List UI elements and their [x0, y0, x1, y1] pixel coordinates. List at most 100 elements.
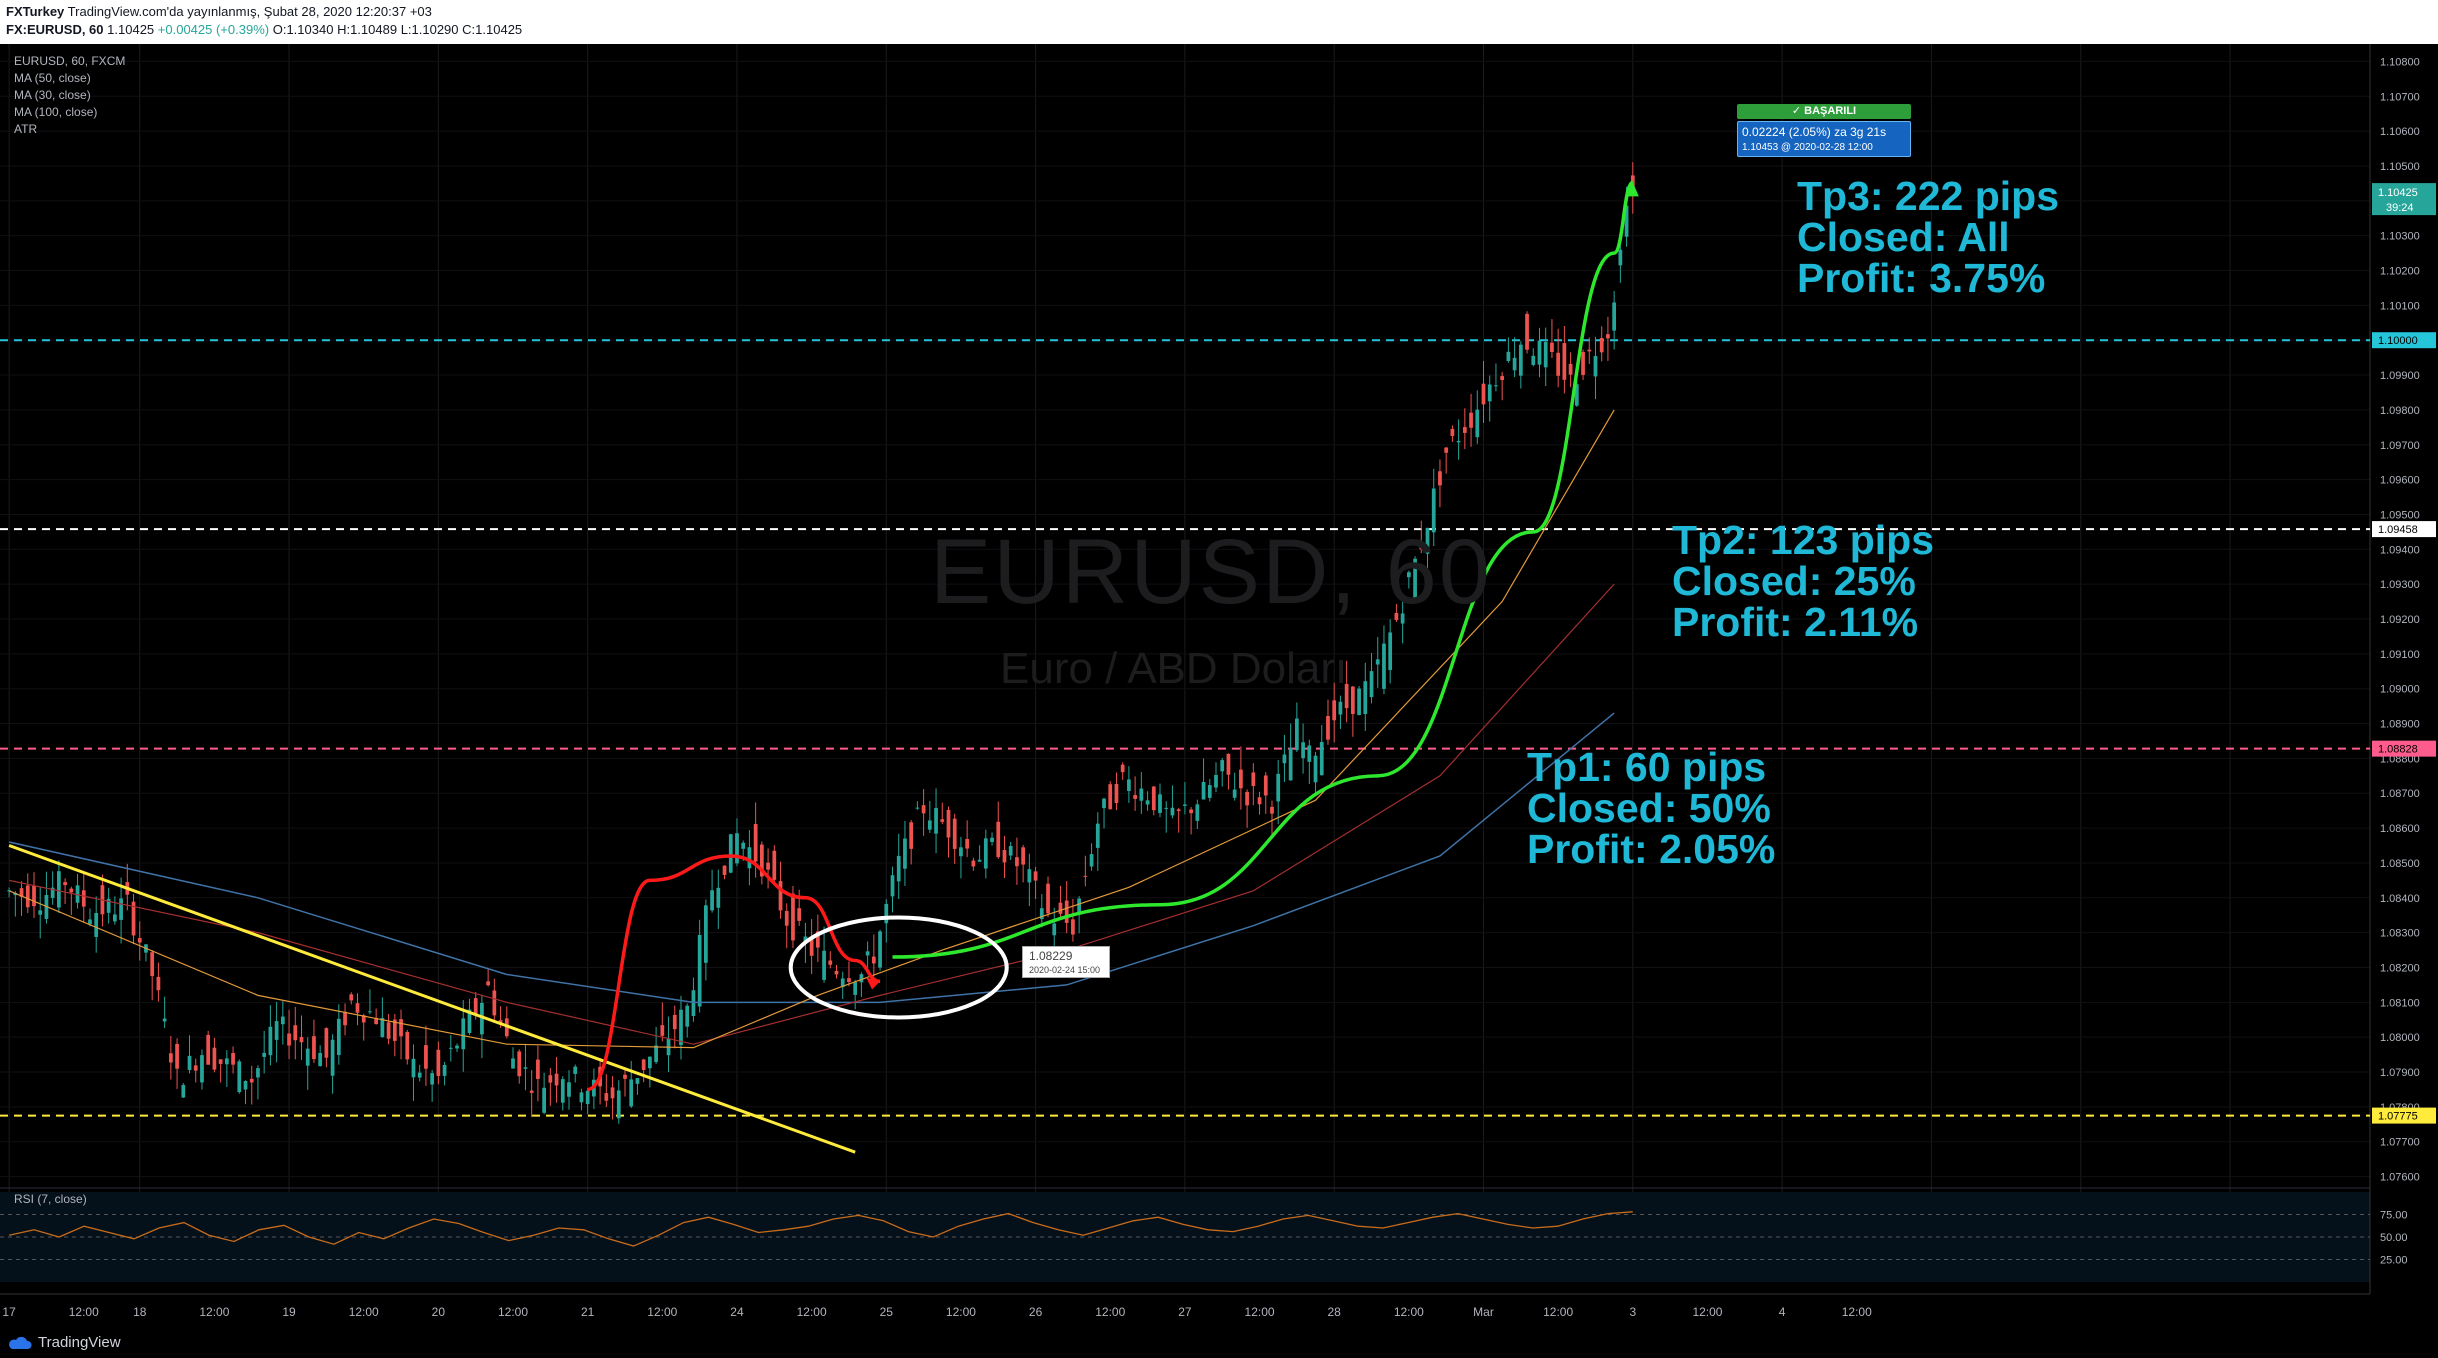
candle-body: [927, 820, 932, 830]
candle-body: [828, 960, 833, 965]
time-tick-label: 24: [730, 1305, 744, 1319]
candle-body: [1133, 795, 1137, 799]
candle-body: [1444, 447, 1449, 453]
candle-body: [1083, 875, 1088, 877]
candle-body: [1058, 902, 1063, 914]
candle-body: [1382, 643, 1386, 689]
price-level-label: 1.09458: [2378, 524, 2418, 536]
candle-body: [579, 1092, 584, 1103]
tradingview-logo[interactable]: TradingView: [8, 1334, 121, 1351]
price-tick-label: 1.09700: [2380, 440, 2420, 452]
candle-body: [903, 838, 907, 869]
price-tick-label: 1.09300: [2380, 579, 2420, 591]
tp2-annotation: Tp2: 123 pips Closed: 25% Profit: 2.11%: [1672, 520, 1934, 643]
ma30-line: [8, 409, 1615, 1049]
candle-body: [548, 1075, 553, 1083]
candle-body: [32, 885, 36, 907]
price-tick-label: 1.08200: [2380, 962, 2420, 974]
rsi-label[interactable]: RSI (7, close): [14, 1192, 87, 1206]
candle-body: [1494, 385, 1498, 387]
candle-body: [318, 1052, 323, 1067]
candle-body: [305, 1048, 310, 1066]
candle-body: [480, 1002, 484, 1035]
candle-body: [940, 819, 945, 822]
price-tick-label: 1.08600: [2380, 823, 2420, 835]
candle-body: [1326, 715, 1330, 740]
candle-body: [57, 871, 61, 908]
candle-body: [1462, 427, 1467, 433]
legend-ma100[interactable]: MA (100, close): [14, 105, 98, 119]
candle-body: [735, 833, 739, 864]
time-tick-label: 12:00: [1245, 1305, 1275, 1319]
candle-body: [1151, 786, 1156, 811]
time-tick-label: 21: [581, 1305, 595, 1319]
candle-body: [1531, 355, 1536, 365]
countdown-label: 39:24: [2386, 202, 2414, 214]
candle-body: [691, 990, 696, 1016]
rsi-tick-label: 50.00: [2380, 1232, 2408, 1244]
candle-body: [75, 885, 80, 903]
price-level-label: 1.10000: [2378, 335, 2418, 347]
tp2-pips: Tp2: 123 pips: [1672, 517, 1935, 563]
measure-box[interactable]: 0.02224 (2.05%) za 3g 21s 1.10453 @ 2020…: [1737, 121, 1911, 157]
tp3-closed: Closed: All: [1797, 214, 2010, 260]
time-tick-label: 12:00: [498, 1305, 528, 1319]
price-tick-label: 1.09200: [2380, 614, 2420, 626]
candle-body: [1064, 900, 1069, 923]
candle-body: [1313, 755, 1318, 783]
price-level-label-bg: [2372, 332, 2436, 349]
time-tick-label: 20: [432, 1305, 446, 1319]
candle-body: [1201, 781, 1206, 800]
legend-atr[interactable]: ATR: [14, 122, 38, 136]
footer-bar: TradingView: [0, 1326, 2438, 1358]
candle-body: [1624, 205, 1629, 237]
candle-body: [150, 952, 155, 977]
candle-body: [448, 1047, 453, 1049]
candle-body: [815, 931, 820, 948]
candle-body: [231, 1052, 235, 1065]
price-level-label: 1.07775: [2378, 1111, 2418, 1123]
candle-body: [1015, 857, 1019, 867]
candle-body: [63, 882, 67, 886]
candle-body: [1195, 804, 1200, 821]
author-name[interactable]: FXTurkey: [6, 4, 65, 19]
price-tick-label: 1.08500: [2380, 858, 2420, 870]
candle-body: [94, 913, 99, 937]
last-price: 1.10425: [107, 22, 155, 37]
candle-body: [1251, 772, 1256, 786]
candle-body: [1226, 753, 1231, 775]
candle-body: [193, 1065, 198, 1071]
candle-body: [1525, 313, 1529, 350]
candle-body: [187, 1055, 192, 1070]
time-tick-label: 18: [133, 1305, 147, 1319]
candle-body: [1506, 351, 1511, 362]
candle-body: [262, 1052, 267, 1057]
candle-body: [1033, 871, 1038, 881]
price-chart[interactable]: 1.108001.107001.106001.105001.104001.103…: [0, 44, 2438, 1326]
candle-body: [710, 890, 714, 911]
time-tick-label: 12:00: [1692, 1305, 1722, 1319]
candle-body: [1288, 747, 1293, 781]
arc-arrowhead: [866, 977, 881, 990]
legend-ma50[interactable]: MA (50, close): [14, 71, 91, 85]
candle-body: [1431, 488, 1436, 533]
candle-body: [1469, 412, 1473, 428]
candle-body: [237, 1061, 242, 1093]
candle-body: [430, 1073, 435, 1085]
candle-body: [1263, 775, 1268, 796]
candle-body: [1008, 845, 1013, 856]
candle-body: [1095, 823, 1100, 848]
candle-body: [442, 1064, 447, 1076]
candle-body: [113, 914, 117, 922]
candle-body: [1543, 341, 1548, 368]
candle-body: [280, 1016, 285, 1025]
candle-body: [374, 1018, 379, 1024]
price-tick-label: 1.09500: [2380, 509, 2420, 521]
symbol-name: FX:EURUSD, 60: [6, 22, 104, 37]
candle-body: [554, 1073, 559, 1086]
legend-ma30[interactable]: MA (30, close): [14, 88, 91, 102]
candle-body: [1612, 302, 1617, 331]
candle-body: [772, 850, 777, 880]
candle-body: [542, 1087, 546, 1113]
time-tick-label: 12:00: [1394, 1305, 1424, 1319]
